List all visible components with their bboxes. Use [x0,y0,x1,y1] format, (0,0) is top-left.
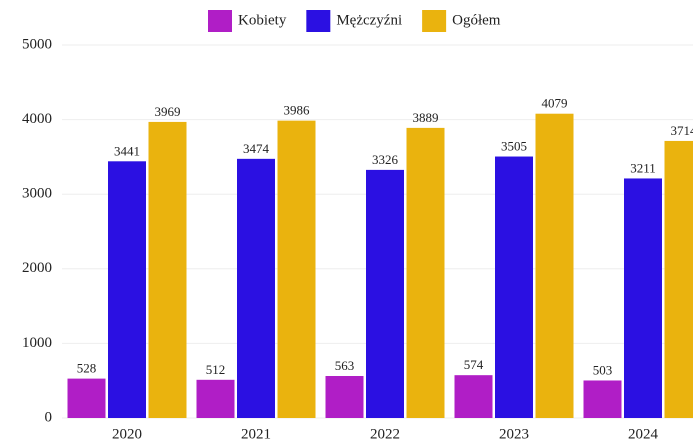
bar [196,379,235,418]
x-tick-label: 2024 [628,426,659,442]
value-label: 3505 [501,139,527,154]
bar [624,178,662,418]
bar [148,121,187,418]
legend-label: Mężczyźni [336,12,402,28]
y-tick-label: 5000 [22,36,52,52]
bar [535,113,574,418]
legend-swatch [306,10,331,32]
bar [237,158,275,418]
x-tick-label: 2020 [112,426,142,442]
value-label: 3986 [284,103,311,118]
value-label: 3211 [630,160,656,175]
bar [277,120,316,418]
value-label: 503 [593,362,613,377]
y-tick-label: 3000 [22,186,52,202]
value-label: 3969 [155,104,181,119]
value-label: 3889 [413,110,439,125]
bar [108,161,146,419]
bar [67,378,106,418]
x-tick-label: 2023 [499,426,529,442]
value-label: 3714 [671,123,693,138]
value-label: 574 [464,357,484,372]
legend-label: Ogółem [452,12,501,28]
value-label: 3441 [114,143,140,158]
x-tick-label: 2021 [241,426,271,442]
y-tick-label: 4000 [22,111,52,127]
bar [454,375,493,418]
bar [664,140,693,418]
x-tick-label: 2022 [370,426,400,442]
value-label: 512 [206,362,226,377]
y-tick-label: 0 [45,409,53,425]
bar [366,169,404,418]
bar [406,127,445,418]
bar [583,380,622,418]
legend-label: Kobiety [238,12,287,28]
legend-swatch [422,10,447,32]
value-label: 3326 [372,152,399,167]
legend-swatch [208,10,232,32]
value-label: 528 [77,361,97,376]
bar [325,376,364,418]
y-tick-label: 2000 [22,260,52,276]
value-label: 4079 [542,96,568,111]
y-tick-label: 1000 [22,335,52,351]
value-label: 563 [335,358,355,373]
value-label: 3474 [243,141,270,156]
bar [495,156,533,419]
